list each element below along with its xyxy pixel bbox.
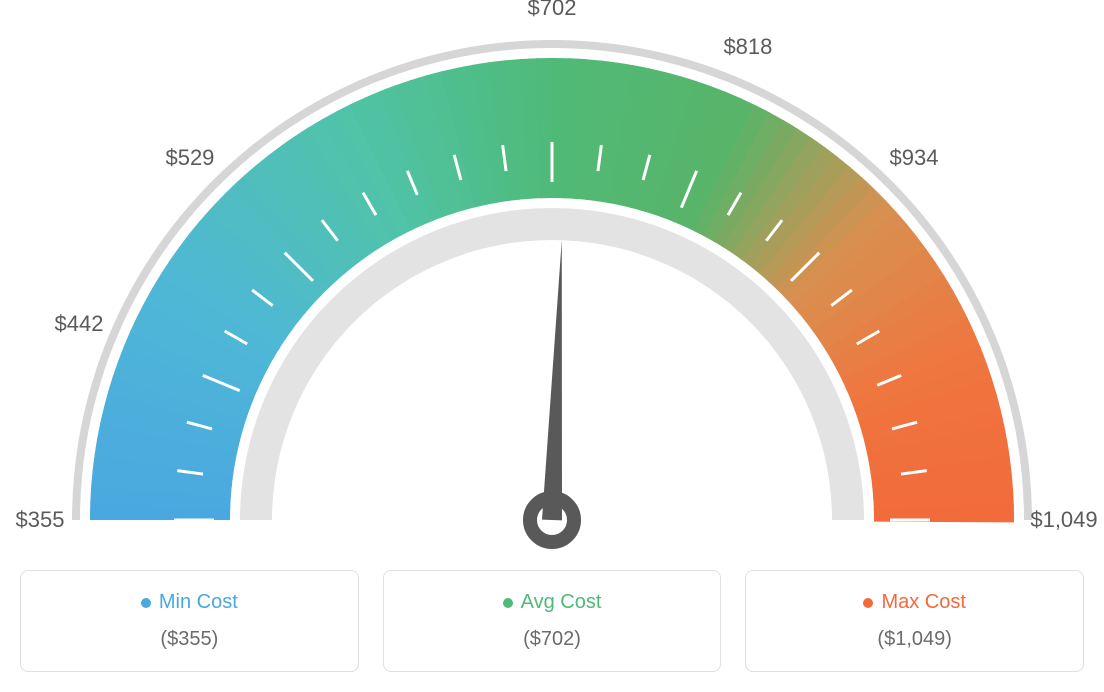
legend-card-min: Min Cost ($355) xyxy=(20,570,359,672)
tick-label: $702 xyxy=(528,0,577,21)
legend-card-avg: Avg Cost ($702) xyxy=(383,570,722,672)
tick-label: $442 xyxy=(54,311,103,337)
tick-label: $355 xyxy=(16,507,65,533)
tick-label: $529 xyxy=(165,145,214,171)
legend-title-min: Min Cost xyxy=(141,591,238,614)
tick-label: $1,049 xyxy=(1030,507,1097,533)
dot-icon xyxy=(141,598,151,608)
gauge-svg xyxy=(20,20,1084,560)
gauge-chart: $355$442$529$702$818$934$1,049 xyxy=(20,20,1084,560)
legend-value-min: ($355) xyxy=(31,628,348,651)
legend-row: Min Cost ($355) Avg Cost ($702) Max Cost… xyxy=(20,570,1084,672)
legend-title-text: Avg Cost xyxy=(521,591,602,614)
legend-title-text: Min Cost xyxy=(159,591,238,614)
legend-card-max: Max Cost ($1,049) xyxy=(745,570,1084,672)
legend-value-max: ($1,049) xyxy=(756,628,1073,651)
dot-icon xyxy=(503,598,513,608)
legend-title-max: Max Cost xyxy=(863,591,965,614)
legend-value-avg: ($702) xyxy=(394,628,711,651)
legend-title-avg: Avg Cost xyxy=(503,591,602,614)
tick-label: $818 xyxy=(723,34,772,60)
dot-icon xyxy=(863,598,873,608)
tick-label: $934 xyxy=(890,145,939,171)
legend-title-text: Max Cost xyxy=(881,591,965,614)
